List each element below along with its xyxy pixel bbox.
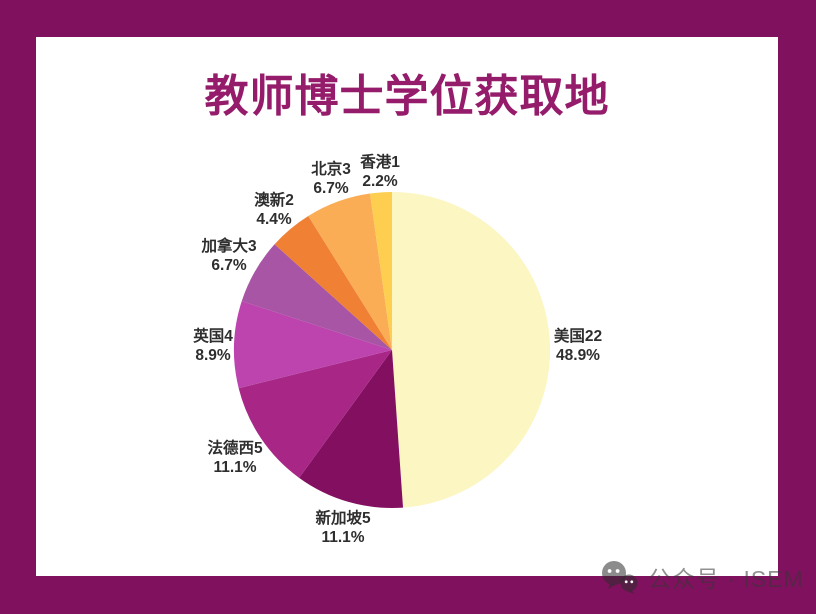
watermark: 公众号 · ISEM — [601, 558, 804, 596]
pie-slice-美国 — [392, 191, 551, 508]
pie-slice-label-加拿大: 加拿大3 6.7% — [201, 237, 256, 275]
pie-slice-英国 — [233, 301, 392, 389]
pie-slice-label-新加坡: 新加坡5 11.1% — [315, 509, 370, 547]
pie-slice-新加坡 — [299, 350, 404, 509]
slice-label-name: 北京3 — [311, 161, 351, 178]
pie-slice-label-法德西: 法德西5 11.1% — [207, 439, 262, 477]
pie-slice-label-香港: 香港1 2.2% — [360, 153, 400, 191]
slice-label-name: 法德西5 — [207, 440, 263, 457]
pie-slice-澳新 — [274, 216, 392, 350]
slice-label-name: 英国4 — [193, 328, 233, 345]
pie-slice-加拿大 — [241, 244, 392, 350]
chart-title: 教师博士学位获取地 — [204, 72, 610, 121]
slice-label-percent: 6.7% — [211, 257, 247, 274]
slice-label-name: 新加坡5 — [315, 510, 371, 527]
slice-label-name: 澳新2 — [254, 192, 294, 209]
slice-label-percent: 4.4% — [256, 211, 292, 228]
wechat-official-account-icon — [602, 561, 638, 594]
pie-slice-香港 — [370, 192, 392, 350]
slice-label-name: 美国22 — [553, 328, 603, 345]
slice-label-name: 加拿大3 — [201, 238, 257, 255]
slice-label-percent: 6.7% — [313, 180, 349, 197]
slice-label-percent: 11.1% — [321, 529, 365, 546]
slice-label-percent: 11.1% — [213, 459, 257, 476]
slice-label-percent: 48.9% — [556, 347, 600, 364]
pie-slice-北京 — [308, 193, 392, 350]
pie-slice-label-美国: 美国22 48.9% — [554, 327, 602, 365]
slice-label-percent: 2.2% — [362, 173, 398, 190]
pie-slice-label-澳新: 澳新2 4.4% — [254, 191, 294, 229]
slice-label-name: 香港1 — [360, 154, 400, 171]
pie-slice-法德西 — [238, 350, 392, 478]
watermark-text: 公众号 · ISEM — [648, 566, 804, 592]
slice-label-percent: 8.9% — [195, 347, 231, 364]
pie-slice-label-英国: 英国4 8.9% — [193, 327, 233, 365]
pie-slice-label-北京: 北京3 6.7% — [311, 160, 351, 198]
